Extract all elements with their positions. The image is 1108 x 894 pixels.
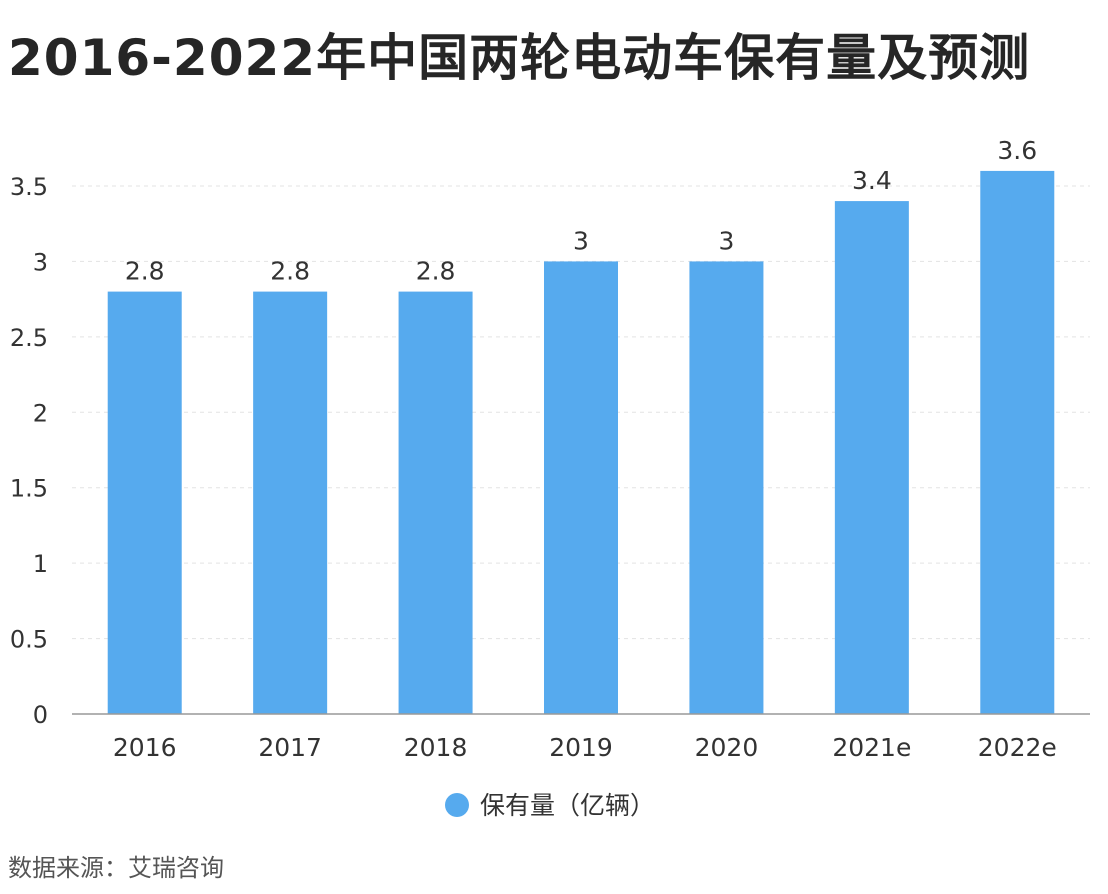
chart-title: 2016-2022年中国两轮电动车保有量及预测	[8, 29, 1031, 87]
bar-value-label: 2.8	[270, 257, 310, 286]
y-tick-label: 2	[33, 399, 48, 427]
bar	[398, 291, 473, 714]
x-tick-label: 2017	[258, 733, 322, 762]
data-labels: 2.8 2.8 2.8 3 3 3.4 3.6	[125, 136, 1037, 286]
bar-value-label: 2.8	[125, 257, 165, 286]
x-axis-ticks: 2016 2017 2018 2019 2020 2021e 2022e	[113, 733, 1057, 762]
y-tick-label: 0.5	[10, 626, 48, 654]
y-tick-label: 1.5	[10, 475, 48, 503]
bar-value-label: 3	[718, 226, 734, 255]
bars	[107, 170, 1055, 715]
bar-value-label: 3.6	[997, 136, 1037, 165]
x-tick-label: 2021e	[832, 733, 911, 762]
y-tick-label: 3.5	[10, 173, 48, 201]
x-tick-label: 2022e	[978, 733, 1057, 762]
bar	[107, 291, 182, 714]
x-tick-label: 2018	[404, 733, 468, 762]
bar-value-label: 3	[573, 226, 589, 255]
x-tick-label: 2019	[549, 733, 613, 762]
x-tick-label: 2020	[695, 733, 759, 762]
bar	[253, 291, 328, 714]
bar	[834, 201, 909, 715]
bar	[980, 170, 1055, 714]
legend: 保有量（亿辆）	[445, 791, 655, 820]
y-tick-label: 3	[33, 248, 48, 276]
bar-value-label: 3.4	[852, 166, 892, 195]
y-axis-ticks: 0 0.5 1 1.5 2 2.5 3 3.5	[10, 173, 48, 729]
bar	[689, 261, 764, 714]
legend-marker	[445, 793, 469, 817]
legend-label: 保有量（亿辆）	[480, 791, 655, 820]
x-tick-label: 2016	[113, 733, 177, 762]
y-tick-label: 1	[33, 550, 48, 578]
gridlines	[72, 185, 1090, 640]
source-note: 数据来源：艾瑞咨询	[8, 854, 224, 882]
y-tick-label: 0	[33, 701, 48, 729]
bar-value-label: 2.8	[416, 257, 456, 286]
y-tick-label: 2.5	[10, 324, 48, 352]
bar	[544, 261, 618, 714]
